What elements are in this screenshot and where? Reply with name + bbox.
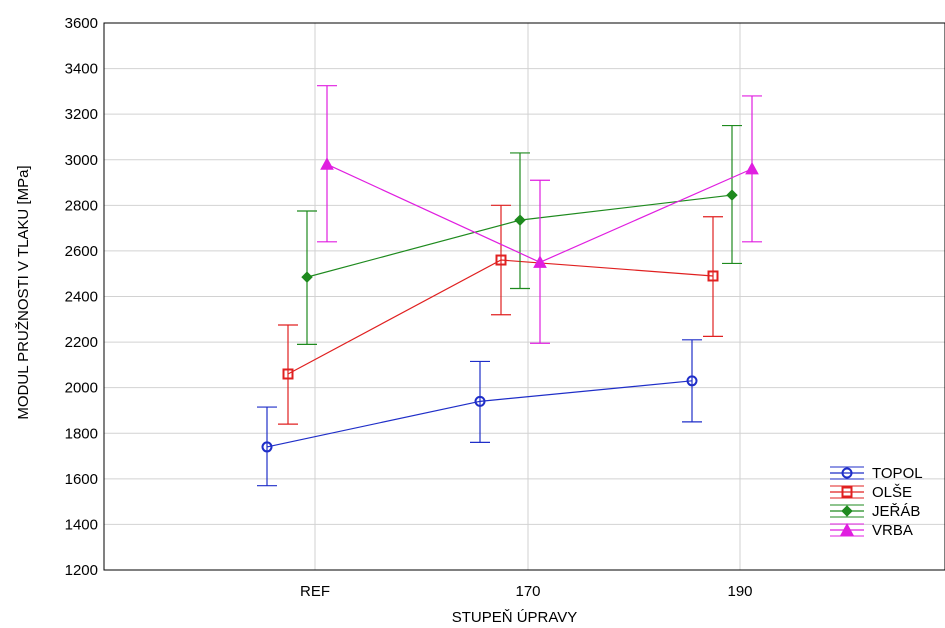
data-point (320, 157, 334, 170)
y-tick-label: 2600 (65, 243, 98, 260)
x-tick-label: REF (300, 583, 330, 600)
data-point (261, 441, 273, 453)
series-olše (278, 204, 723, 425)
data-point (514, 214, 526, 226)
y-tick-label: 1600 (65, 471, 98, 488)
legend-label: JEŘÁB (872, 503, 920, 520)
x-axis: REF 170 190 (300, 583, 753, 600)
legend: TOPOL OLŠE JEŘÁB VRBA (830, 465, 923, 539)
legend-item-olše: OLŠE (830, 484, 912, 501)
plot-area (103, 22, 945, 571)
legend-item-vrba: VRBA (830, 522, 913, 539)
data-point (745, 161, 759, 175)
legend-item-topol: TOPOL (830, 465, 923, 482)
legend-label: VRBA (872, 522, 913, 539)
data-point (474, 395, 486, 407)
data-point (533, 255, 547, 268)
data-point (282, 368, 294, 380)
legend-label: TOPOL (872, 465, 923, 482)
y-tick-label: 3000 (65, 152, 98, 169)
legend-marker (840, 522, 854, 536)
y-tick-label: 3600 (65, 15, 98, 32)
y-axis: 1200 1400 1600 1800 2000 2200 2400 2600 2800 3000… (65, 15, 98, 579)
y-tick-label: 2000 (65, 380, 98, 397)
y-tick-label: 2400 (65, 289, 98, 306)
series-group (257, 85, 762, 487)
series-topol (257, 339, 702, 487)
data-point (495, 254, 507, 266)
y-tick-label: 2200 (65, 334, 98, 351)
legend-marker (841, 467, 853, 479)
y-tick-label: 1800 (65, 425, 98, 442)
x-axis-title: STUPEŇ ÚPRAVY (452, 609, 578, 626)
series-vrba (317, 85, 762, 344)
data-point (707, 270, 719, 282)
y-tick-label: 1200 (65, 562, 98, 579)
series-jeřáb (297, 124, 742, 345)
legend-label: OLŠE (872, 484, 912, 501)
y-axis-title: MODUL PRUŽNOSTI V TLAKU [MPa] (15, 165, 32, 419)
y-tick-label: 1400 (65, 516, 98, 533)
data-point (726, 189, 738, 201)
x-tick-label: 190 (727, 583, 752, 600)
y-tick-label: 3400 (65, 61, 98, 78)
legend-marker (841, 505, 853, 517)
data-point (686, 375, 698, 387)
data-point (301, 271, 313, 283)
x-tick-label: 170 (515, 583, 540, 600)
gridlines (104, 22, 945, 571)
y-tick-label: 2800 (65, 197, 98, 214)
legend-item-jeřáb: JEŘÁB (830, 503, 920, 520)
y-tick-label: 3200 (65, 106, 98, 123)
legend-marker (841, 486, 853, 498)
